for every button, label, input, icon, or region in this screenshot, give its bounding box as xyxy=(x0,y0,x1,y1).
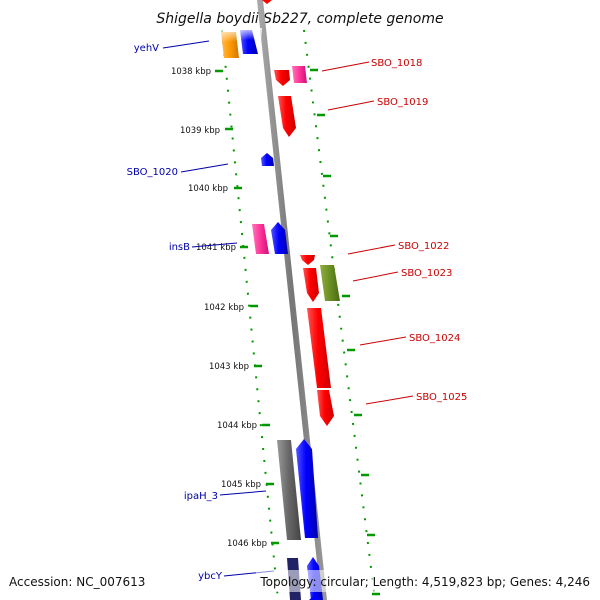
forward-gene-labels: SBO_1018 SBO_1019 SBO_1022 SBO_1023 SBO_… xyxy=(371,58,467,403)
gene-SBO_1025[interactable] xyxy=(317,390,334,426)
forward-strand-genes xyxy=(262,0,340,426)
gene-fade-overlay xyxy=(238,28,262,40)
leader-SBO_1019 xyxy=(327,100,375,111)
gene-label-SBO_1023[interactable]: SBO_1023 xyxy=(401,268,452,279)
leader-SBO_1022 xyxy=(347,244,396,255)
tick-label: 1038 kbp xyxy=(171,67,211,77)
gene-top-fragment[interactable] xyxy=(262,0,272,4)
gene-label-SBO_1019[interactable]: SBO_1019 xyxy=(377,97,428,108)
gene-SBO_1018-b[interactable] xyxy=(292,66,307,83)
tick-label: 1044 kbp xyxy=(217,421,257,431)
leader-yehV xyxy=(162,40,210,49)
gene-bottom-fragment xyxy=(309,594,321,600)
map-title: Shigella boydii Sb227, complete genome xyxy=(156,11,443,27)
gene-SBO_1018-a[interactable] xyxy=(274,70,290,86)
tick-label: 1046 kbp xyxy=(227,539,267,549)
footer-backdrop xyxy=(256,570,596,592)
reverse-strand-genes xyxy=(220,28,323,600)
gene-SBO_1019[interactable] xyxy=(278,96,296,137)
tick-label: 1040 kbp xyxy=(188,184,228,194)
gene-SBO_1024[interactable] xyxy=(307,308,331,388)
tick-label: 1039 kbp xyxy=(180,126,220,136)
leader-SBO_1020 xyxy=(180,163,229,173)
gene-label-SBO_1020[interactable]: SBO_1020 xyxy=(127,167,178,178)
gene-label-SBO_1025[interactable]: SBO_1025 xyxy=(416,392,467,403)
gene-insB-a[interactable] xyxy=(252,224,269,254)
gene-label-SBO_1018[interactable]: SBO_1018 xyxy=(371,58,422,69)
gene-label-SBO_1022[interactable]: SBO_1022 xyxy=(398,241,449,252)
gene-label-insB[interactable]: insB xyxy=(169,242,190,253)
gene-ipaH_3[interactable] xyxy=(296,439,318,538)
gene-SBO_1022[interactable] xyxy=(300,255,315,265)
gene-label-SBO_1024[interactable]: SBO_1024 xyxy=(409,333,460,344)
gene-SBO_1023-red[interactable] xyxy=(303,268,319,302)
gene-SBO_1023[interactable] xyxy=(320,265,340,301)
tick-label: 1043 kbp xyxy=(209,362,249,372)
gene-label-ipaH_3[interactable]: ipaH_3 xyxy=(184,491,218,502)
reverse-gene-labels: yehV SBO_1020 insB ipaH_3 ybcY xyxy=(127,43,223,582)
leader-SBO_1024 xyxy=(359,336,407,346)
gene-ipaH_3-gray[interactable] xyxy=(277,440,301,540)
gene-SBO_1020[interactable] xyxy=(261,153,274,166)
gene-label-yehV[interactable]: yehV xyxy=(134,43,159,54)
tick-label: 1041 kbp xyxy=(196,243,236,253)
accession-text: Accession: NC_007613 xyxy=(9,575,145,589)
right-ticks xyxy=(310,68,380,596)
leader-insB xyxy=(191,242,238,248)
leader-SBO_1023 xyxy=(352,271,399,282)
tick-labels: 1038 kbp 1039 kbp 1040 kbp 1041 kbp 1042… xyxy=(171,67,267,549)
tick-label: 1045 kbp xyxy=(221,480,261,490)
leader-SBO_1025 xyxy=(365,395,414,405)
leader-ipaH_3 xyxy=(219,490,267,496)
left-ticks xyxy=(215,69,279,545)
tick-label: 1042 kbp xyxy=(204,303,244,313)
topology-text: Topology: circular; Length: 4,519,823 bp… xyxy=(259,575,590,589)
gene-label-ybcY[interactable]: ybcY xyxy=(198,571,223,582)
leader-SBO_1018 xyxy=(321,61,370,72)
gene-insB-b[interactable] xyxy=(271,222,288,254)
